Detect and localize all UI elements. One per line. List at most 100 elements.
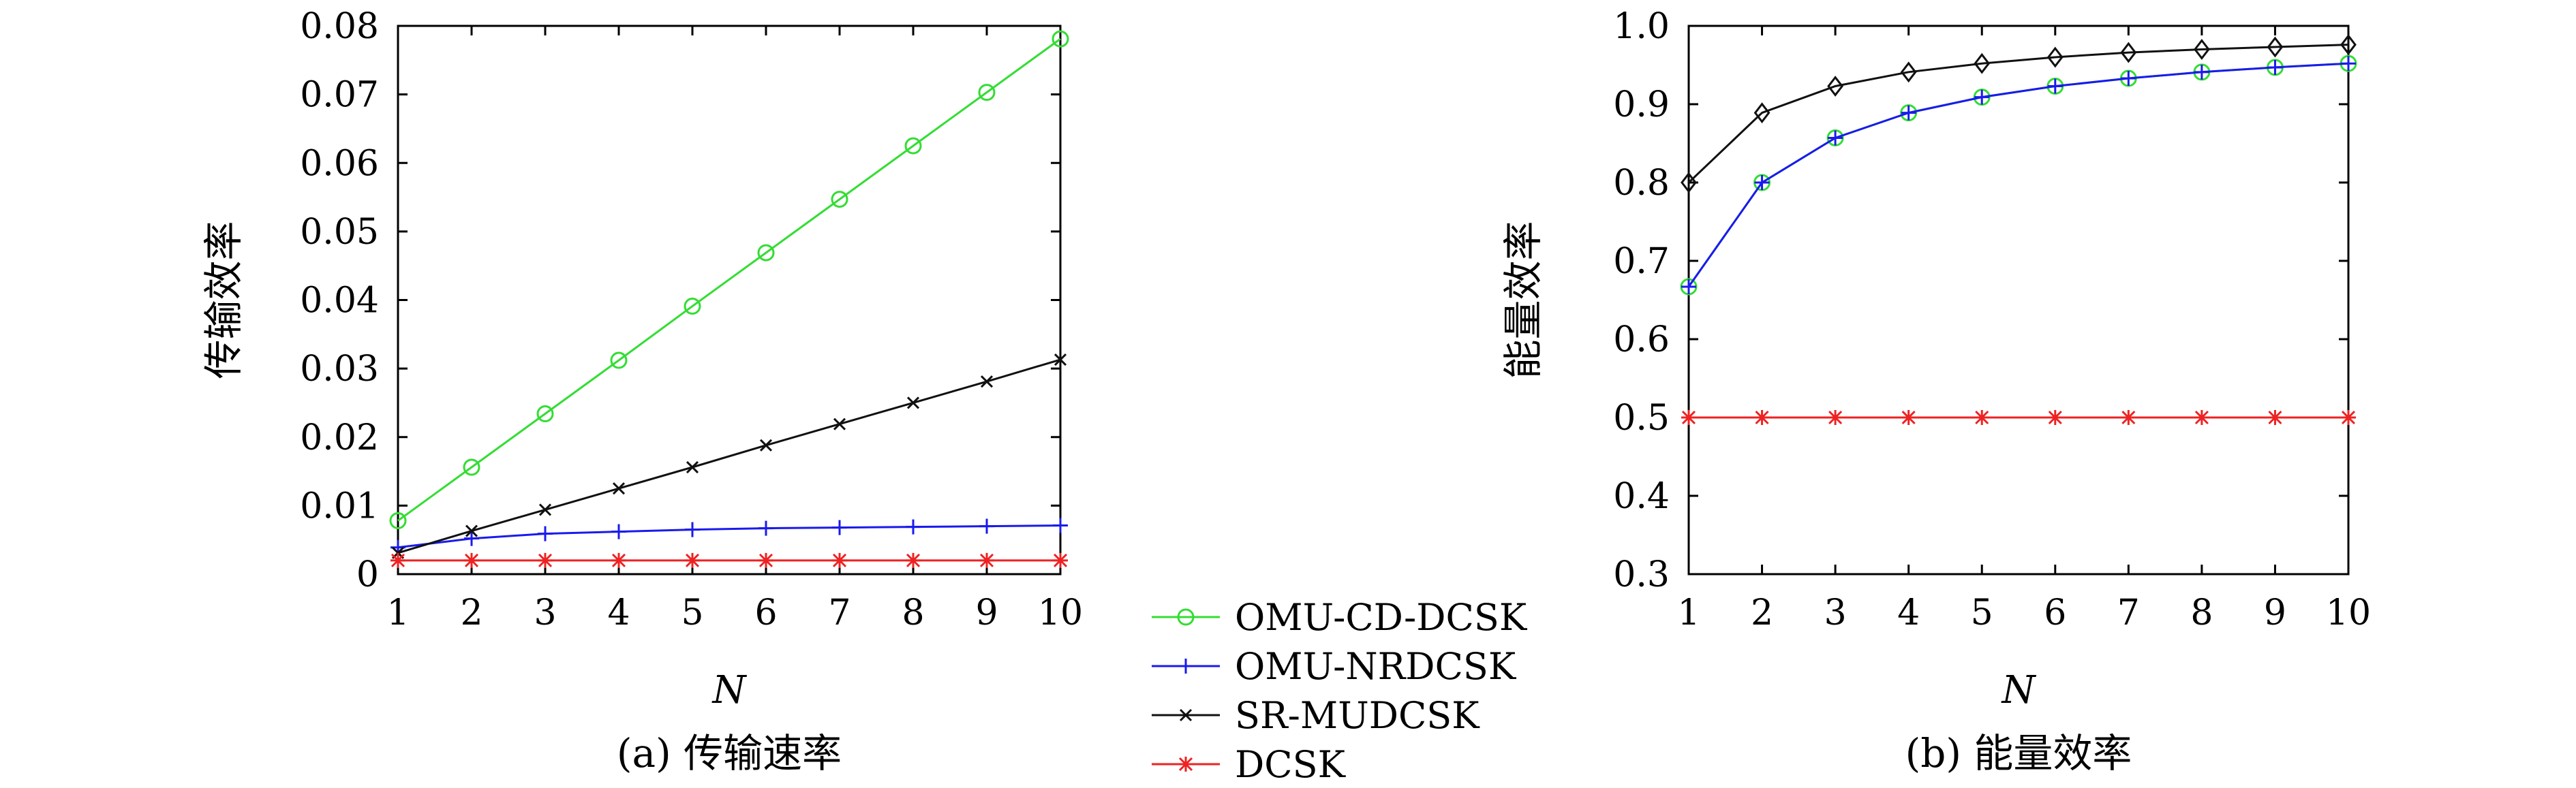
y-tick-label: 0.9 [1613,84,1670,125]
x-tick-label: 10 [1038,593,1083,633]
data-point [464,531,479,546]
data-point [2121,71,2136,86]
data-point [2194,64,2209,80]
data-point [758,520,773,536]
panel-caption: (a) 传输速率 [617,730,842,776]
legend-marker [1179,708,1193,722]
data-point [2267,36,2284,58]
x-axis-label: N [711,668,748,712]
x-tick-label: 4 [607,593,630,633]
data-point [2340,34,2357,56]
data-point [2121,410,2136,425]
data-point [611,524,626,539]
y-tick-label: 0.03 [300,349,379,390]
series-sr-mudcsk [391,353,1067,559]
data-point [2193,39,2210,60]
x-tick-label: 1 [1677,593,1700,633]
plot-frame [397,25,1062,576]
y-tick-label: 0.4 [1613,476,1670,517]
data-point [1754,175,1770,190]
data-point [1681,410,1696,425]
data-point [2341,410,2356,425]
data-point [2120,42,2137,63]
data-point [2046,46,2064,68]
data-point [612,482,626,495]
data-point [2047,78,2063,94]
data-point [1053,518,1068,533]
plot-frame [1687,25,2350,576]
data-point [979,552,994,568]
data-point [464,552,479,568]
data-point [1900,61,1917,83]
y-tick-label: 0.01 [300,486,379,526]
data-point [2194,410,2209,425]
data-point [758,552,773,568]
legend-label: DCSK [1235,743,1347,786]
y-tick-label: 0.3 [1613,554,1670,595]
data-point [831,191,848,208]
x-tick-label: 2 [460,593,482,633]
data-point [978,84,996,101]
series-line [397,37,1061,522]
legend-entry: OMU-NRDCSK [1152,645,1517,688]
series-sr-mudcsk [1681,34,2357,193]
y-tick-label: 0.06 [300,143,379,184]
panel-caption: (b) 能量效率 [1905,730,2132,776]
data-point [536,405,554,423]
panel-a: 0 0.01 0.02 0.03 0.04 0.05 0.06 0.07 0.08 1 2 3 4 5 6 7… [200,6,1083,776]
data-point [1753,102,1770,124]
data-point [2267,59,2283,75]
x-tick-label: 5 [681,593,703,633]
data-point [538,526,553,541]
data-point [1681,279,1696,294]
data-point [1974,52,1991,74]
x-tick-label: 2 [1751,593,1773,633]
x-tick-label: 1 [386,593,409,633]
x-tick-label: 5 [1971,593,1993,633]
data-point [904,137,922,155]
series-line [1687,62,2349,287]
legend-label: SR-MUDCSK [1235,694,1480,737]
data-point [2047,410,2063,425]
data-point [611,552,626,568]
data-point [2341,56,2356,72]
data-point [2267,410,2283,425]
y-tick-label: 1.0 [1613,6,1670,47]
x-tick-label: 6 [754,593,777,633]
data-point [1052,30,1069,48]
data-point [1754,410,1770,425]
data-point [685,552,700,568]
legend-entry: DCSK [1152,743,1347,786]
series-omu-nrdcsk [390,518,1068,555]
y-axis-label: 能量效率 [1500,221,1546,379]
data-point [759,439,773,452]
data-point [610,351,628,369]
legend-label: OMU-NRDCSK [1235,645,1517,688]
x-tick-label: 7 [828,593,850,633]
data-point [833,417,846,430]
panel-b: 0.3 0.4 0.5 0.6 0.7 0.8 0.9 1.0 1 2 3 4 5 6 7 8 9 10 N 能量效率… [1500,6,2371,776]
x-tick-label: 6 [2044,593,2066,633]
data-point [389,512,407,530]
y-tick-label: 0.5 [1613,398,1670,439]
data-point [684,298,701,315]
series-line [397,358,1061,554]
legend-label: OMU-CD-DCSK [1235,596,1528,639]
y-tick-label: 0.04 [300,281,379,321]
y-tick-label: 0 [356,554,379,595]
legend: OMU-CD-DCSK OMU-NRDCSK SR-MUDCSK DCSK [1152,596,1528,786]
x-tick-label: 3 [1824,593,1847,633]
y-tick-label: 0.02 [300,417,379,458]
data-point [1053,552,1068,568]
data-point [906,552,921,568]
data-point [1901,105,1916,121]
legend-marker [1178,757,1193,772]
x-tick-label: 8 [2190,593,2213,633]
series-dcsk [1681,410,2356,425]
data-point [465,524,478,537]
data-point [538,503,552,516]
data-point [1827,76,1844,97]
x-tick-label: 10 [2326,593,2371,633]
data-point [979,518,994,534]
